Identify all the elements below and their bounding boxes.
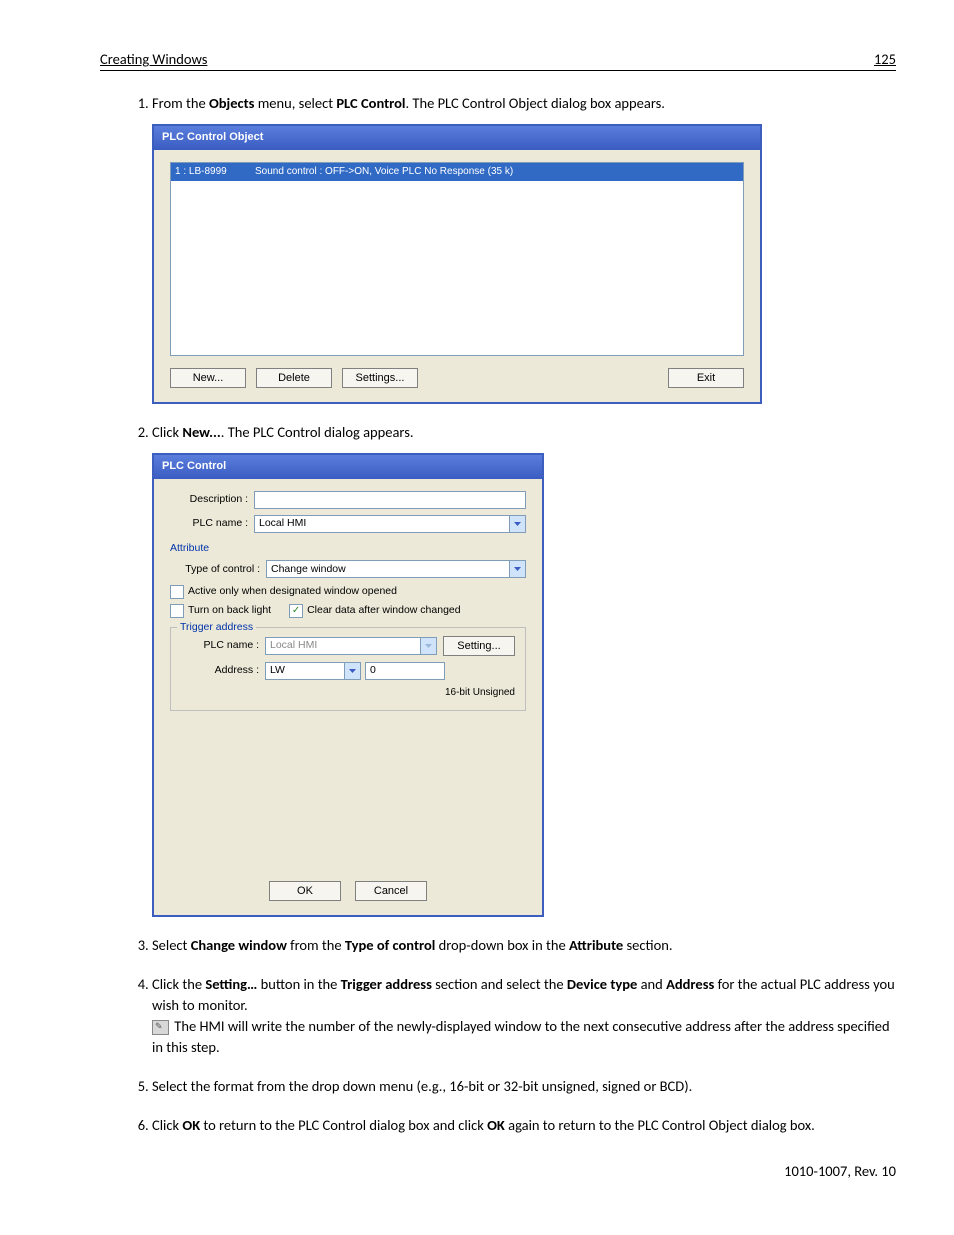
s3t1: Select [152, 936, 191, 954]
s6t1: Click [152, 1116, 182, 1134]
combo-trig-plc: Local HMI [265, 637, 437, 655]
checkbox-icon: ✓ [289, 604, 303, 618]
label-trig-plc: PLC name : [181, 638, 265, 653]
setting-button[interactable]: Setting... [443, 636, 515, 656]
label-address: Address : [181, 663, 265, 678]
dialog2-button-row: OK Cancel [170, 881, 526, 901]
listrow-col1: 1 : LB-8999 [175, 165, 255, 180]
combo-addr-type-value: LW [266, 663, 344, 678]
step1-post: . The PLC Control Object dialog box appe… [405, 94, 665, 112]
checkbox-clear-label: Clear data after window changed [307, 603, 461, 618]
combo-plcname-value: Local HMI [255, 516, 509, 531]
s4t1: Click the [152, 975, 205, 993]
checkbox-icon [170, 585, 184, 599]
dialog2-body: Description : PLC name : Local HMI Attri… [154, 479, 542, 915]
checkbox-active-only[interactable]: Active only when designated window opene… [170, 584, 397, 599]
chevron-down-icon [344, 663, 360, 679]
checkbox-active-label: Active only when designated window opene… [188, 584, 397, 599]
delete-button[interactable]: Delete [256, 368, 332, 388]
plc-control-listbox[interactable]: 1 : LB-8999 Sound control : OFF->ON, Voi… [170, 162, 744, 356]
step-6: Click OK to return to the PLC Control di… [152, 1115, 896, 1136]
combo-type-of-control[interactable]: Change window [266, 560, 526, 578]
checkbox-icon [170, 604, 184, 618]
step1-mid: menu, select [254, 94, 336, 112]
page-header: Creating Windows 125 [100, 50, 896, 71]
s4t4: and [637, 975, 666, 993]
dialog1-button-row: New... Delete Settings... Exit [170, 368, 744, 388]
input-description[interactable] [254, 491, 526, 509]
group-trigger-address: Trigger address PLC name : Local HMI Set… [170, 627, 526, 712]
s6t3: again to return to the PLC Control Objec… [505, 1116, 815, 1134]
listrow-col2: Sound control : OFF->ON, Voice PLC No Re… [255, 165, 513, 180]
ok-button[interactable]: OK [269, 881, 341, 901]
s6t2: to return to the PLC Control dialog box … [200, 1116, 487, 1134]
step4-note: The HMI will write the number of the new… [152, 1017, 890, 1056]
step1-b1: Objects [209, 94, 254, 112]
step-4: Click the Setting… button in the Trigger… [152, 974, 896, 1058]
checkbox-backlight-label: Turn on back light [188, 603, 271, 618]
s4b2: Trigger address [341, 975, 432, 993]
s4t3: section and select the [432, 975, 567, 993]
s4b1: Setting… [205, 975, 257, 993]
s4t2: button in the [257, 975, 340, 993]
plc-control-object-dialog: PLC Control Object 1 : LB-8999 Sound con… [152, 124, 762, 404]
group-title-trigger: Trigger address [177, 620, 256, 635]
s3b3: Attribute [569, 936, 623, 954]
s4b4: Address [666, 975, 714, 993]
s6b1: OK [182, 1116, 200, 1134]
header-left: Creating Windows [100, 50, 207, 68]
step-3: Select Change window from the Type of co… [152, 935, 896, 956]
dialog2-title: PLC Control [154, 455, 542, 479]
combo-trig-plc-value: Local HMI [266, 638, 420, 653]
combo-address-type[interactable]: LW [265, 662, 361, 680]
exit-button[interactable]: Exit [668, 368, 744, 388]
new-button[interactable]: New... [170, 368, 246, 388]
label-description: Description : [170, 492, 254, 507]
s3b2: Type of control [345, 936, 435, 954]
step-5: Select the format from the drop down men… [152, 1076, 896, 1097]
row-chk-active: Active only when designated window opene… [170, 584, 526, 599]
combo-type-value: Change window [267, 562, 509, 577]
dialog1-body: 1 : LB-8999 Sound control : OFF->ON, Voi… [154, 150, 760, 402]
list-row[interactable]: 1 : LB-8999 Sound control : OFF->ON, Voi… [171, 163, 743, 182]
page-footer: 1010-1007, Rev. 10 [100, 1162, 896, 1180]
dialog1-title: PLC Control Object [154, 126, 760, 150]
section-attribute: Attribute [170, 541, 526, 556]
step-1: From the Objects menu, select PLC Contro… [152, 93, 896, 404]
row-typeofcontrol: Type of control : Change window [170, 560, 526, 578]
header-right: 125 [874, 50, 896, 68]
spacer [428, 368, 658, 388]
step2-post: . The PLC Control dialog appears. [221, 423, 414, 441]
address-format-info: 16-bit Unsigned [181, 686, 515, 701]
s3t2: from the [287, 936, 345, 954]
step2-b: New... [182, 423, 220, 441]
combo-plcname[interactable]: Local HMI [254, 515, 526, 533]
settings-button[interactable]: Settings... [342, 368, 418, 388]
s3b1: Change window [191, 936, 287, 954]
note-icon [152, 1020, 169, 1035]
step1-b2: PLC Control [336, 94, 405, 112]
row-address: Address : LW 0 [181, 662, 515, 680]
cancel-button[interactable]: Cancel [355, 881, 427, 901]
plc-control-dialog: PLC Control Description : PLC name : Loc… [152, 453, 544, 917]
chevron-down-icon [420, 638, 436, 654]
input-address[interactable]: 0 [365, 662, 445, 680]
step2-pre: Click [152, 423, 182, 441]
checkbox-backlight[interactable]: Turn on back light [170, 603, 271, 618]
label-type: Type of control : [170, 562, 266, 577]
s4b3: Device type [567, 975, 637, 993]
step1-pre: From the [152, 94, 209, 112]
s3t4: section. [623, 936, 672, 954]
chevron-down-icon [509, 561, 525, 577]
row-chk-backlight-clear: Turn on back light ✓ Clear data after wi… [170, 603, 526, 618]
row-plcname: PLC name : Local HMI [170, 515, 526, 533]
row-trig-plc: PLC name : Local HMI Setting... [181, 636, 515, 656]
checkbox-clear-data[interactable]: ✓ Clear data after window changed [289, 603, 461, 618]
s3t3: drop-down box in the [435, 936, 569, 954]
step-2: Click New.... The PLC Control dialog app… [152, 422, 896, 917]
label-plcname: PLC name : [170, 516, 254, 531]
row-description: Description : [170, 491, 526, 509]
s6b2: OK [487, 1116, 505, 1134]
chevron-down-icon [509, 516, 525, 532]
